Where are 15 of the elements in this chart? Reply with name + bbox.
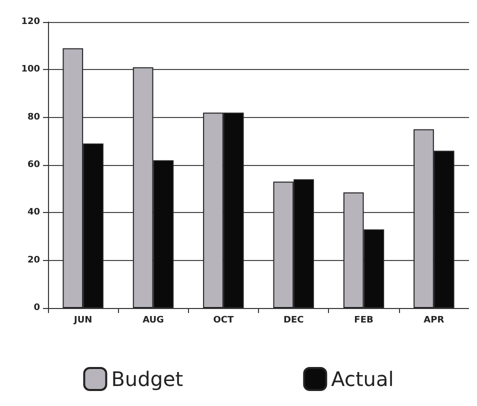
x-tick-label: AUG bbox=[142, 316, 164, 326]
y-tick-label: 120 bbox=[21, 17, 40, 27]
x-tick-label: JUN bbox=[72, 316, 92, 326]
y-tick-label: 20 bbox=[27, 255, 40, 266]
y-tick-label: 40 bbox=[27, 208, 40, 218]
x-tick-label: APR bbox=[424, 316, 444, 326]
legend-label: Actual bbox=[331, 367, 394, 391]
x-tick-label: OCT bbox=[213, 316, 234, 326]
legend-label: Budget bbox=[111, 367, 184, 391]
y-tick-label: 80 bbox=[27, 112, 40, 122]
x-tick-label: DEC bbox=[283, 316, 304, 326]
y-tick-label: 0 bbox=[34, 303, 40, 313]
y-tick-label: 100 bbox=[21, 64, 40, 75]
y-tick-label: 60 bbox=[27, 160, 40, 170]
x-tick-label: FEB bbox=[354, 316, 374, 326]
